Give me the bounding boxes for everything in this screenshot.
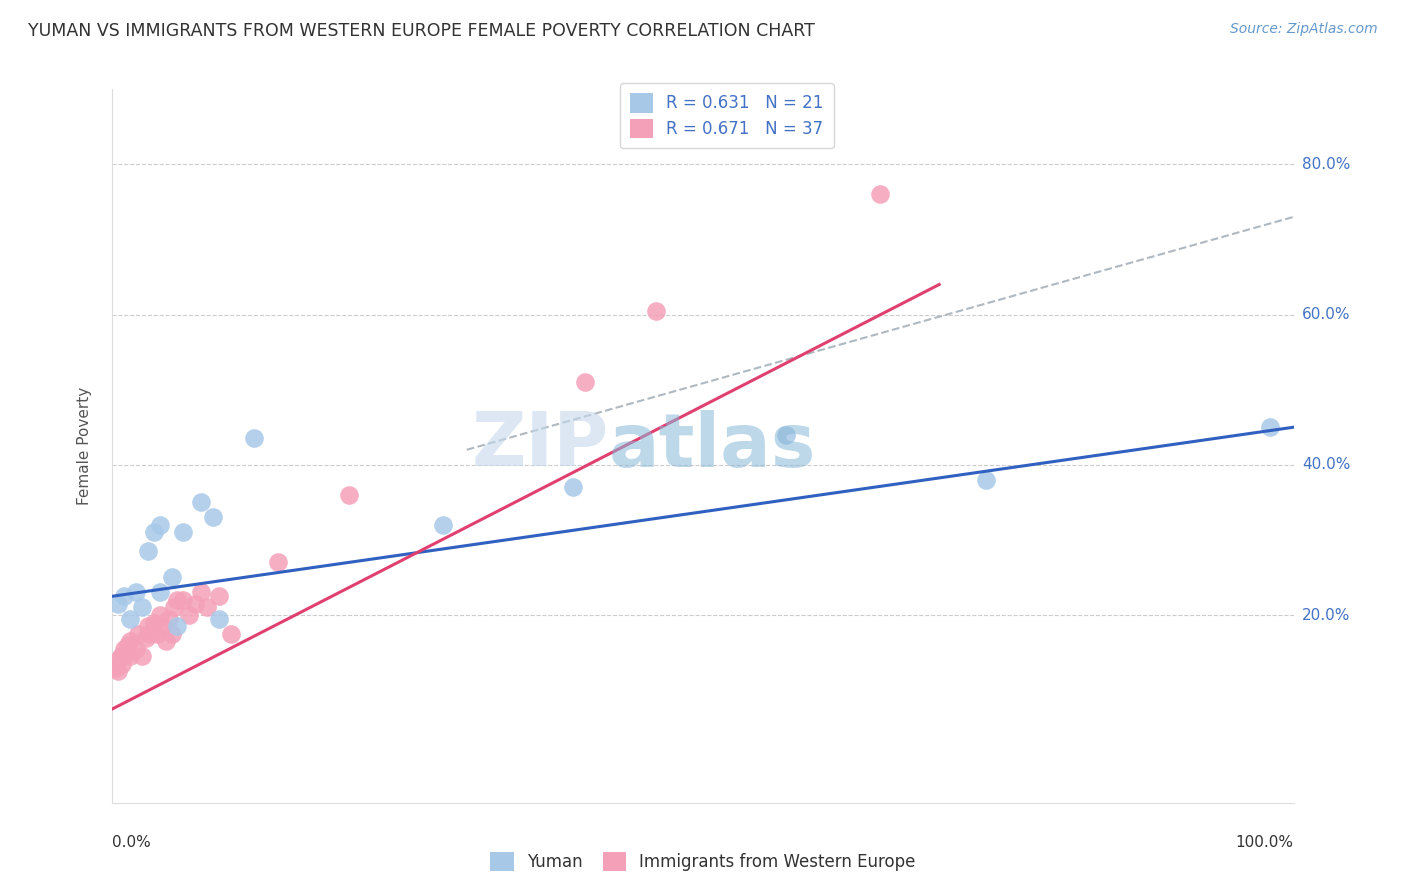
Point [267,556,290,570]
Point [201,510,224,524]
Text: Source: ZipAtlas.com: Source: ZipAtlas.com [1230,22,1378,37]
Point [107,665,129,679]
Point [112,589,135,603]
Legend: R = 0.631   N = 21, R = 0.671   N = 37: R = 0.631 N = 21, R = 0.671 N = 37 [620,83,834,148]
Point [190,585,212,599]
Point [127,627,149,641]
Point [179,607,201,622]
Point [131,600,153,615]
Point [775,427,797,442]
Point [337,488,360,502]
Point [160,627,183,641]
Text: 20.0%: 20.0% [1302,607,1350,623]
Point [644,303,666,318]
Point [208,589,231,603]
Text: 100.0%: 100.0% [1236,835,1294,850]
Point [110,649,132,664]
Point [120,634,142,648]
Text: ZIP: ZIP [471,409,609,483]
Point [136,544,159,558]
Point [243,432,266,446]
Point [104,660,127,674]
Point [135,631,157,645]
Point [136,619,159,633]
Point [562,480,585,494]
Point [163,600,186,615]
Point [155,634,177,648]
Text: 80.0%: 80.0% [1302,157,1350,172]
Point [166,619,188,633]
Text: 40.0%: 40.0% [1302,458,1350,472]
Point [131,649,153,664]
Point [139,627,162,641]
Point [574,375,596,389]
Text: atlas: atlas [609,409,815,483]
Point [219,627,242,641]
Point [157,612,180,626]
Point [184,597,207,611]
Text: 60.0%: 60.0% [1302,307,1350,322]
Point [172,525,194,540]
Point [112,641,135,656]
Point [125,585,148,599]
Point [172,593,194,607]
Point [190,495,212,509]
Point [107,653,129,667]
Point [125,641,148,656]
Text: YUMAN VS IMMIGRANTS FROM WESTERN EUROPE FEMALE POVERTY CORRELATION CHART: YUMAN VS IMMIGRANTS FROM WESTERN EUROPE … [28,22,815,40]
Point [149,585,172,599]
Point [208,612,231,626]
Point [976,473,998,487]
Point [149,607,172,622]
Point [107,597,129,611]
Point [115,646,138,660]
Point [146,627,169,641]
Point [166,593,188,607]
Point [432,517,454,532]
Text: 0.0%: 0.0% [112,835,152,850]
Point [149,517,172,532]
Y-axis label: Female Poverty: Female Poverty [77,387,91,505]
Point [142,525,165,540]
Legend: Yuman, Immigrants from Western Europe: Yuman, Immigrants from Western Europe [482,843,924,880]
Point [160,570,183,584]
Point [111,657,134,671]
Point [1258,420,1281,434]
Point [150,619,173,633]
Point [142,615,165,630]
Point [195,600,218,615]
Point [869,187,891,202]
Point [120,612,142,626]
Point [117,638,139,652]
Point [120,649,142,664]
